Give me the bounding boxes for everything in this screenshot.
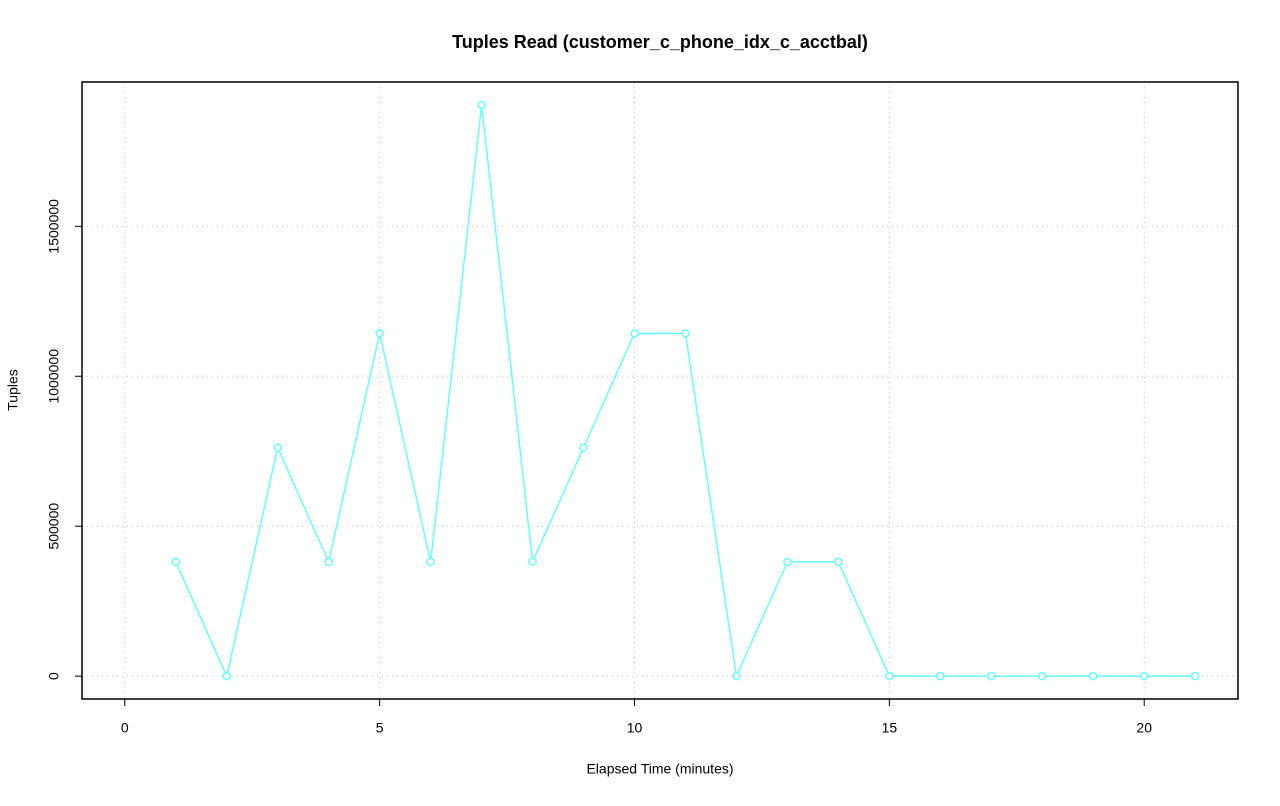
data-point xyxy=(426,557,435,567)
data-point xyxy=(987,671,996,681)
x-tick-label: 5 xyxy=(376,720,384,736)
chart-title: Tuples Read (customer_c_phone_idx_c_acct… xyxy=(452,32,868,52)
data-point xyxy=(834,557,843,567)
data-point xyxy=(324,557,333,567)
y-tick-label: 0 xyxy=(46,672,62,680)
data-point xyxy=(1038,671,1047,681)
y-tick-label: 1000000 xyxy=(46,349,62,404)
data-point xyxy=(681,329,690,338)
data-point xyxy=(222,671,232,681)
x-tick-label: 20 xyxy=(1136,720,1152,736)
plot-frame xyxy=(81,81,1239,700)
y-tick-label: 1500000 xyxy=(46,199,62,254)
data-point xyxy=(1139,671,1149,681)
data-point xyxy=(375,329,384,338)
data-point xyxy=(528,557,537,567)
x-tick-label: 10 xyxy=(627,720,643,736)
data-point xyxy=(579,443,588,452)
data-point xyxy=(273,443,282,452)
x-axis-label: Elapsed Time (minutes) xyxy=(586,761,733,777)
x-tick-label: 0 xyxy=(121,720,129,736)
data-point xyxy=(630,329,639,338)
x-tick-label: 15 xyxy=(882,720,898,736)
data-point xyxy=(936,671,945,681)
y-axis-label: Tuples xyxy=(5,369,21,411)
data-point xyxy=(885,671,894,681)
data-point xyxy=(783,557,792,567)
data-point xyxy=(1088,671,1098,681)
data-point xyxy=(171,557,181,567)
data-point xyxy=(732,671,741,681)
data-point xyxy=(477,100,486,110)
data-point xyxy=(1190,671,1200,681)
y-tick-label: 500000 xyxy=(46,503,62,550)
